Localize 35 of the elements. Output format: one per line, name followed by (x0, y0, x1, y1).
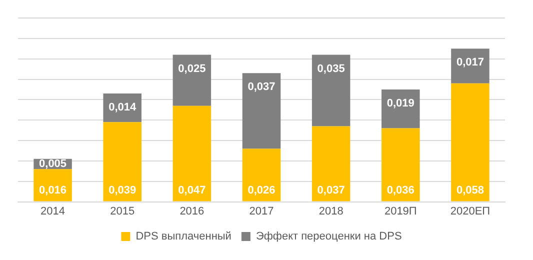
x-tick-label: 2018 (318, 205, 344, 218)
data-label: 0,037 (248, 81, 276, 94)
bar (103, 122, 142, 202)
data-label: 0,026 (248, 184, 276, 196)
data-label: 0,025 (178, 62, 206, 75)
x-tick-label: 2020ЕП (450, 205, 490, 218)
bar (451, 83, 490, 202)
data-label: 0,005 (39, 158, 67, 170)
data-label: 0,035 (317, 62, 345, 75)
bar (382, 89, 420, 128)
x-tick-label: 2017 (249, 205, 274, 218)
x-tick-label: 2016 (180, 205, 204, 218)
legend-label: DPS выплаченный (136, 230, 232, 243)
data-label: 0,037 (317, 184, 345, 196)
data-label: 0,017 (456, 56, 484, 69)
bar (34, 169, 72, 202)
data-label: 0,047 (178, 184, 206, 196)
bar (172, 54, 212, 106)
legend-label: Эффект переоценки на DPS (256, 230, 402, 243)
bar (312, 54, 350, 126)
x-tick-label: 2015 (110, 205, 135, 218)
bar (242, 73, 281, 149)
bar (242, 148, 281, 202)
bar (172, 106, 212, 202)
bar (382, 128, 420, 202)
data-label: 0,019 (386, 98, 414, 110)
data-label: 0,039 (108, 184, 136, 196)
bar (312, 126, 350, 202)
x-tick-label: 2019П (384, 205, 417, 218)
data-label: 0,058 (456, 184, 484, 196)
data-label: 0,016 (39, 184, 67, 196)
data-label: 0,014 (108, 102, 137, 114)
x-tick-label: 2014 (40, 205, 66, 218)
data-label: 0,036 (386, 184, 414, 196)
bar (451, 48, 490, 84)
